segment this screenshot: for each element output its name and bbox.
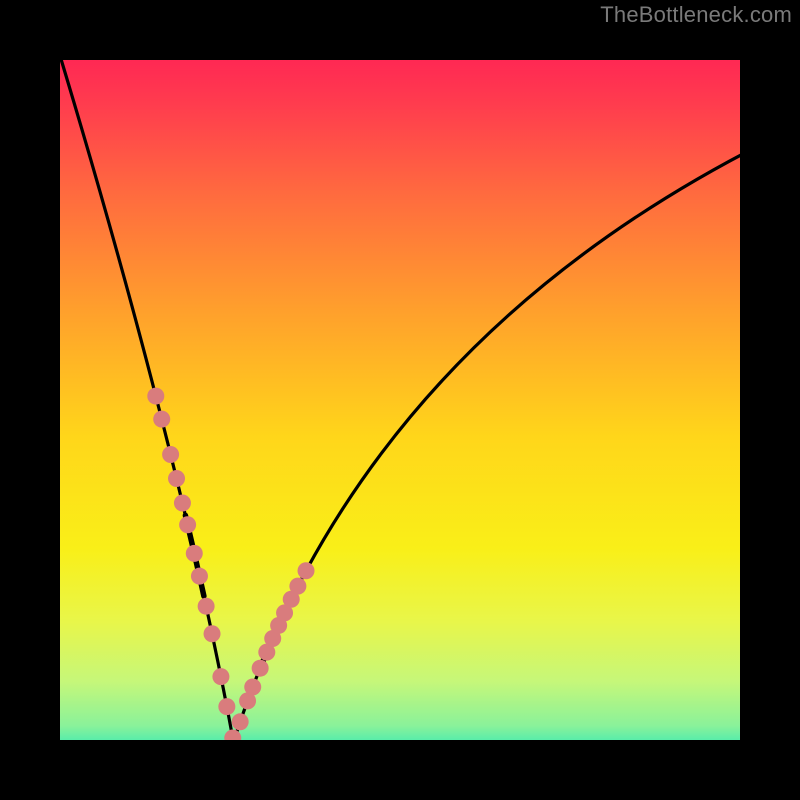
curve-marker (191, 568, 208, 585)
curve-marker (289, 578, 306, 595)
curve-marker (147, 388, 164, 405)
curve-marker (244, 678, 261, 695)
chart-stage: TheBottleneck.com (0, 0, 800, 800)
curve-marker (168, 470, 185, 487)
curve-marker (218, 698, 235, 715)
watermark-text: TheBottleneck.com (600, 2, 792, 28)
curve-marker (198, 598, 215, 615)
chart-svg (0, 0, 800, 800)
curve-marker (162, 446, 179, 463)
curve-marker (174, 494, 191, 511)
plot-background (30, 30, 770, 770)
curve-marker (186, 545, 203, 562)
curve-marker (204, 625, 221, 642)
curve-marker (179, 516, 196, 533)
curve-marker (252, 660, 269, 677)
curve-marker (153, 411, 170, 428)
curve-marker (212, 668, 229, 685)
curve-marker (298, 562, 315, 579)
curve-marker (232, 713, 249, 730)
